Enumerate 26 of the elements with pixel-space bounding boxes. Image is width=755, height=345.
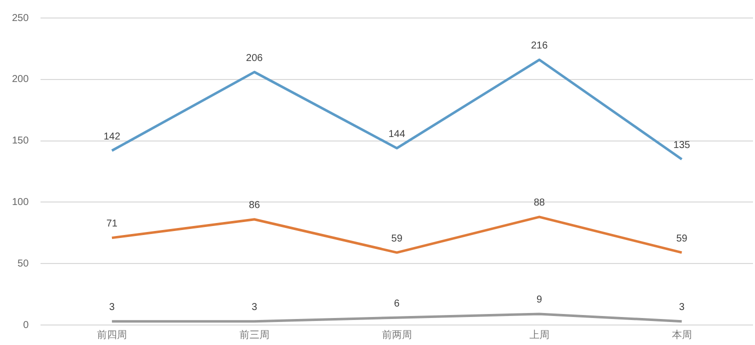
y-tick-label: 250 [12, 12, 30, 24]
x-tick-label: 前四周 [96, 328, 127, 341]
data-label: 59 [676, 233, 688, 244]
data-label: 135 [673, 140, 691, 151]
data-label: 86 [248, 200, 260, 212]
data-label: 216 [530, 40, 548, 52]
data-label: 206 [246, 52, 264, 64]
data-label: 59 [391, 233, 403, 244]
y-tick-label: 200 [12, 74, 30, 86]
data-label: 144 [388, 128, 406, 140]
data-label: 142 [104, 131, 121, 142]
data-label: 3 [678, 302, 685, 314]
y-tick-label: 150 [12, 136, 30, 147]
x-tick-label: 本周 [672, 328, 692, 341]
x-tick-label: 上周 [529, 328, 550, 341]
data-label: 9 [536, 294, 543, 306]
y-tick-label: 50 [18, 258, 30, 270]
x-tick-label: 前两周 [382, 328, 412, 341]
data-label: 3 [252, 302, 258, 314]
data-label: 3 [109, 302, 116, 314]
data-label: 71 [106, 218, 118, 230]
data-label: 88 [534, 198, 546, 209]
y-tick-label: 100 [12, 196, 30, 208]
data-label: 6 [394, 298, 400, 310]
x-tick-label: 前三周 [239, 328, 270, 341]
y-tick-label: 0 [23, 320, 30, 331]
